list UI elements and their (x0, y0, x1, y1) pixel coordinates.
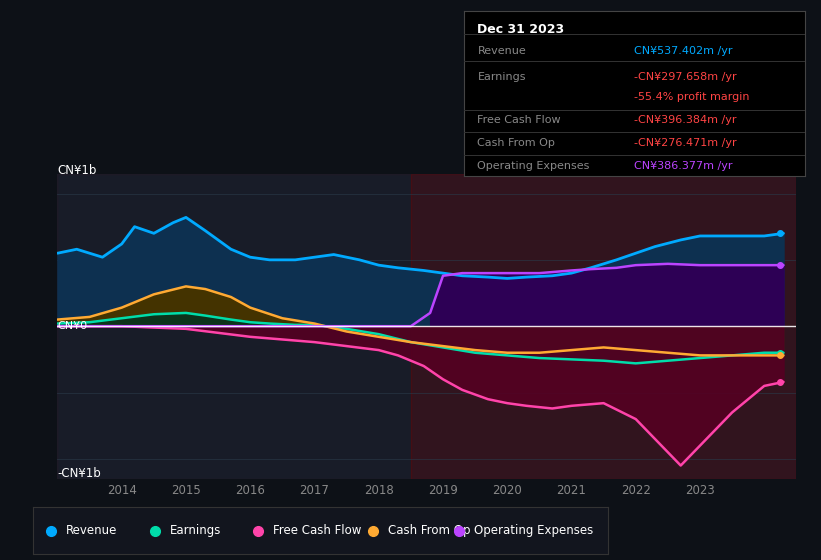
Text: CN¥537.402m /yr: CN¥537.402m /yr (635, 46, 732, 56)
Text: Cash From Op: Cash From Op (478, 138, 555, 148)
Bar (410, 174, 796, 479)
Bar (57, 174, 410, 479)
Text: CN¥0: CN¥0 (57, 321, 88, 331)
Text: Free Cash Flow: Free Cash Flow (273, 524, 361, 537)
Text: Operating Expenses: Operating Expenses (475, 524, 594, 537)
Text: Free Cash Flow: Free Cash Flow (478, 115, 561, 125)
Text: Revenue: Revenue (478, 46, 526, 56)
Text: CN¥386.377m /yr: CN¥386.377m /yr (635, 161, 732, 171)
Text: Earnings: Earnings (170, 524, 221, 537)
Text: -CN¥396.384m /yr: -CN¥396.384m /yr (635, 115, 736, 125)
Text: Cash From Op: Cash From Op (388, 524, 470, 537)
Text: Revenue: Revenue (67, 524, 117, 537)
Text: -CN¥1b: -CN¥1b (57, 466, 101, 480)
Text: Operating Expenses: Operating Expenses (478, 161, 589, 171)
Text: Earnings: Earnings (478, 72, 526, 82)
Text: CN¥1b: CN¥1b (57, 164, 97, 178)
Text: -CN¥297.658m /yr: -CN¥297.658m /yr (635, 72, 737, 82)
Text: -CN¥276.471m /yr: -CN¥276.471m /yr (635, 138, 737, 148)
Text: -55.4% profit margin: -55.4% profit margin (635, 92, 750, 102)
Text: Dec 31 2023: Dec 31 2023 (478, 23, 565, 36)
